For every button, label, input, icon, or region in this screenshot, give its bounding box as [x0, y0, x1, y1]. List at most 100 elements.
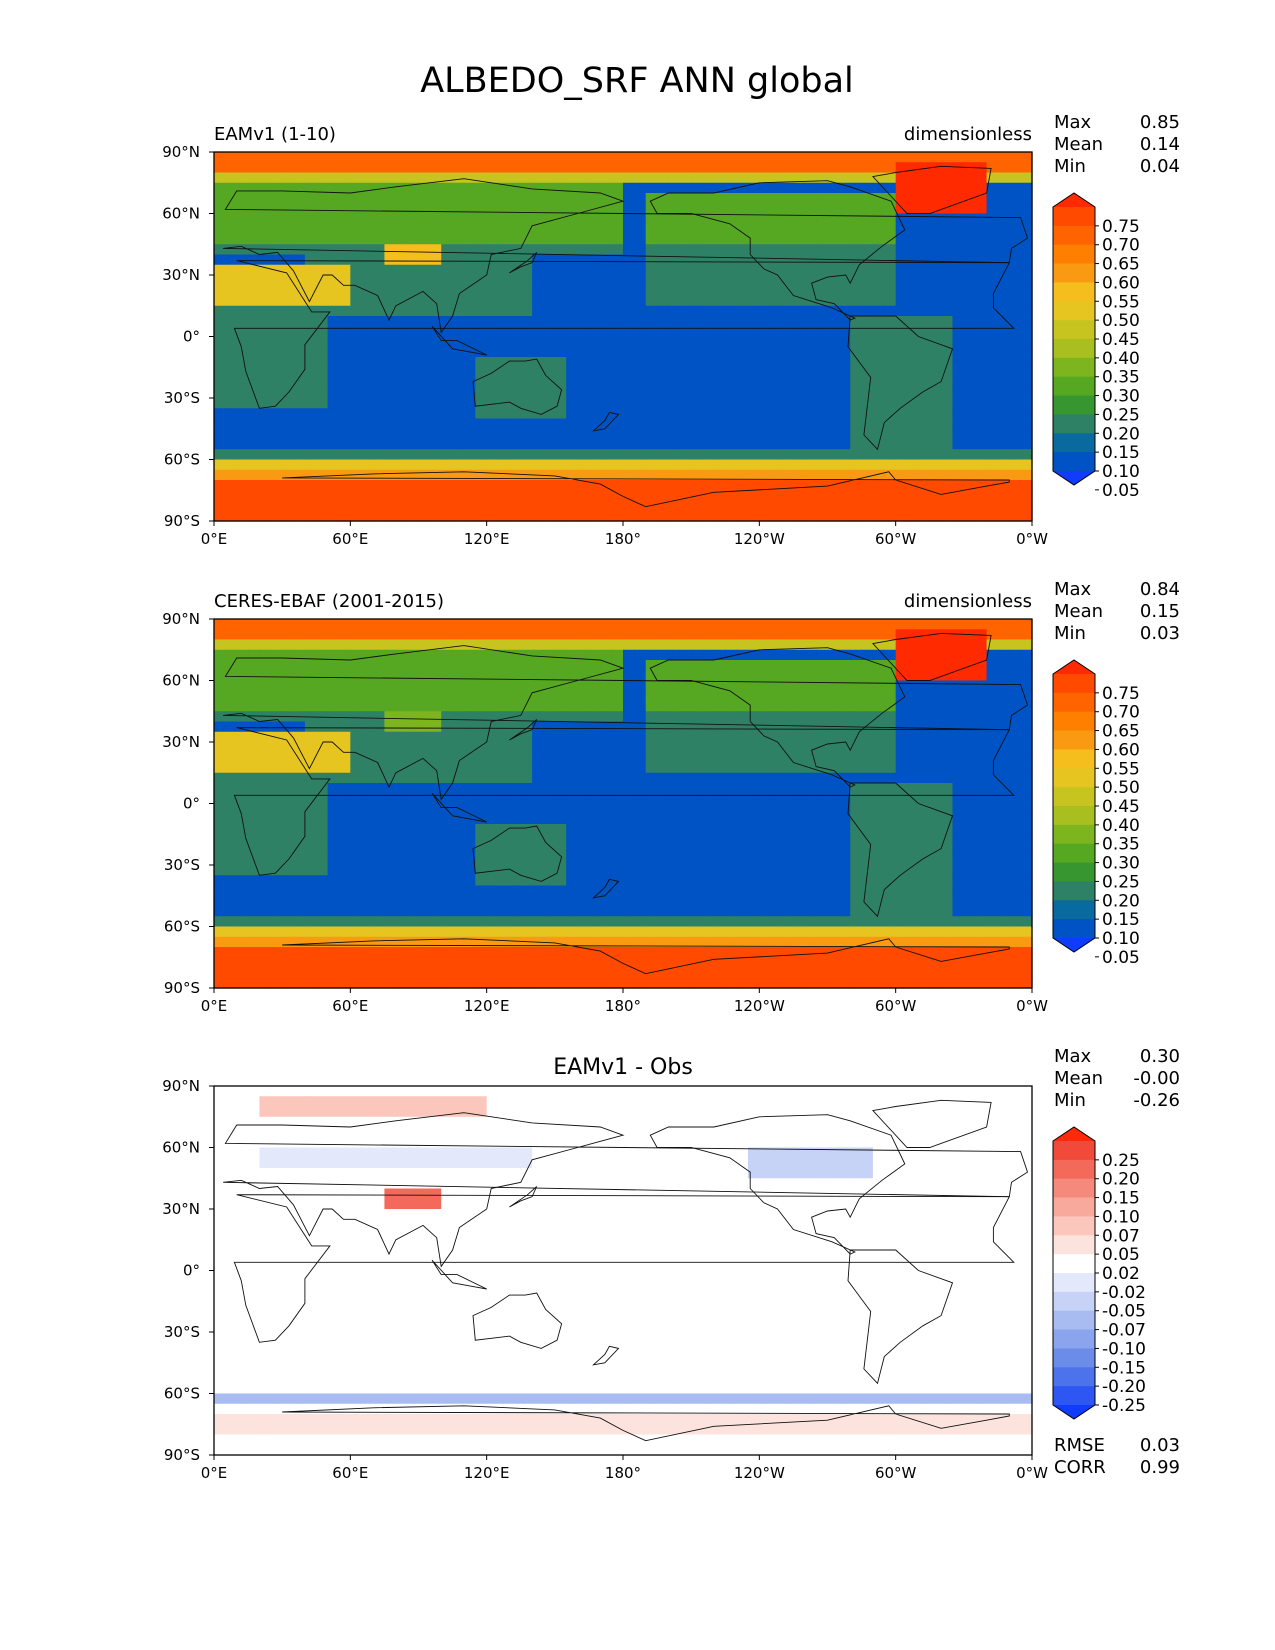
field-cell [793, 711, 806, 723]
field-cell [963, 367, 976, 379]
field-cell [861, 346, 874, 358]
field-cell [975, 649, 988, 661]
field-cell [543, 670, 556, 682]
field-cell [975, 772, 988, 784]
panel-units: dimensionless [904, 124, 1032, 145]
field-cell [895, 336, 908, 348]
field-cell [713, 742, 726, 753]
field-cell [884, 803, 897, 815]
field-cell [259, 336, 272, 348]
field-cell [429, 244, 442, 256]
field-cell [248, 357, 261, 368]
field-cell [793, 449, 806, 461]
field-cell [384, 742, 397, 753]
field-cell [713, 619, 726, 630]
field-cell [282, 752, 295, 764]
field-cell [804, 336, 817, 348]
field-cell [884, 213, 897, 225]
field-cell [759, 875, 772, 887]
field-cell [884, 182, 897, 194]
field-cell [452, 469, 465, 481]
field-cell [668, 854, 681, 866]
field-cell [486, 408, 499, 420]
field-cell [327, 783, 340, 794]
field-cell [736, 377, 749, 389]
field-cell [963, 619, 976, 630]
field-cell [350, 162, 363, 174]
field-cell [532, 803, 545, 815]
field-cell [463, 439, 476, 450]
field-cell [918, 152, 931, 163]
field-cell [918, 408, 931, 420]
field-cell [259, 377, 272, 389]
field-cell [577, 660, 590, 671]
field-cell [793, 834, 806, 846]
field-cell [588, 906, 601, 917]
field-cell [452, 895, 465, 907]
field-cell [918, 731, 931, 743]
field-cell [248, 510, 261, 522]
field-cell [793, 264, 806, 276]
field-cell [623, 336, 635, 348]
field-cell [1009, 182, 1022, 194]
field-cell [623, 670, 635, 682]
field-cell [225, 752, 238, 764]
field-cell [293, 336, 306, 348]
field-cell [282, 316, 295, 327]
field-cell [861, 408, 874, 420]
field-cell [861, 670, 874, 682]
field-cell [941, 449, 954, 461]
field-cell [907, 936, 919, 948]
field-cell [668, 844, 681, 856]
field-cell [657, 783, 670, 794]
field-cell [338, 680, 351, 692]
field-cell [679, 793, 692, 805]
field-cell [566, 346, 579, 358]
field-cell [475, 701, 488, 712]
field-cell [941, 459, 954, 471]
field-cell [554, 469, 567, 481]
field-cell [1009, 398, 1022, 409]
field-cell [770, 193, 783, 204]
field-cell [520, 875, 533, 887]
field-cell [861, 936, 874, 948]
field-cell [577, 619, 590, 630]
field-cell [486, 721, 499, 733]
field-cell [600, 316, 613, 327]
field-cell [282, 234, 295, 245]
field-cell [725, 264, 738, 276]
field-cell [248, 772, 261, 784]
field-cell [918, 793, 931, 805]
field-cell [918, 305, 931, 317]
field-cell [634, 469, 647, 481]
field-cell [679, 387, 692, 399]
field-cell [770, 885, 783, 897]
field-cell [736, 398, 749, 409]
field-cell [429, 295, 442, 307]
field-cell [441, 660, 454, 671]
field-cell [611, 731, 624, 743]
field-cell [498, 834, 510, 846]
field-cell [816, 172, 829, 184]
field-cell [679, 459, 692, 471]
field-cell [861, 500, 874, 512]
field-cell [588, 752, 601, 764]
field-cell [338, 742, 351, 753]
field-cell [486, 752, 499, 764]
field-cell [577, 305, 590, 317]
field-cell [566, 254, 579, 266]
field-cell [713, 793, 726, 805]
field-cell [441, 264, 454, 276]
field-cell [838, 152, 851, 163]
field-cell [793, 490, 806, 502]
field-cell [872, 783, 885, 794]
field-cell [759, 182, 772, 194]
field-cell [600, 711, 613, 723]
field-cell [566, 234, 579, 245]
field-cell [1009, 844, 1022, 856]
field-cell [634, 213, 647, 225]
field-cell [827, 346, 840, 358]
field-cell [259, 742, 272, 753]
field-cell [577, 234, 590, 245]
field-cell [872, 772, 885, 784]
